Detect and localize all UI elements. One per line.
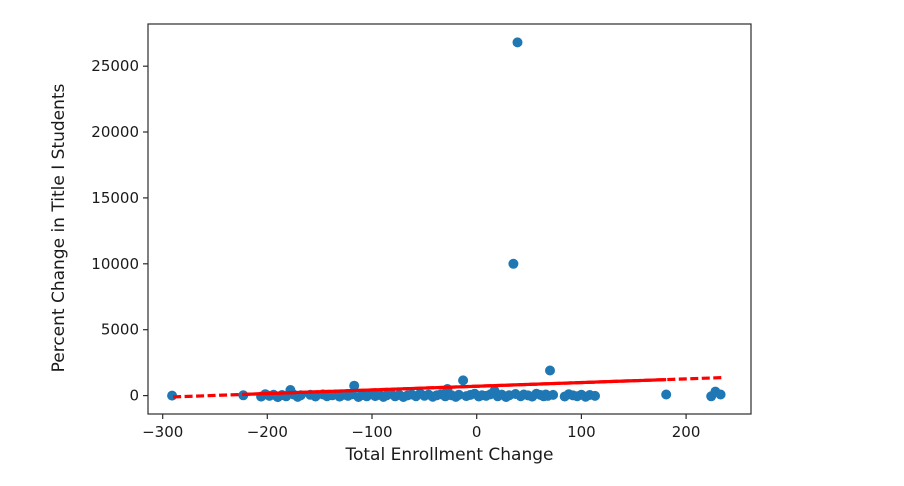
data-point	[548, 389, 559, 400]
plot-spines	[147, 23, 752, 415]
y-tick-label: 20000	[91, 123, 139, 141]
x-tick-label: −200	[247, 423, 288, 441]
x-tick-label: 200	[672, 423, 701, 441]
data-point	[349, 380, 360, 391]
data-point	[458, 375, 469, 386]
data-point	[512, 37, 523, 48]
y-axis-title: Percent Change in Title I Students	[49, 83, 69, 373]
y-tick-label: 25000	[91, 57, 139, 75]
y-tick-label: 10000	[91, 255, 139, 273]
x-axis-title: Total Enrollment Change	[345, 445, 554, 465]
y-tick-label: 15000	[91, 189, 139, 207]
data-point	[453, 389, 464, 400]
data-point	[715, 389, 726, 400]
x-tick-label: 100	[567, 423, 596, 441]
x-tick-label: −100	[351, 423, 392, 441]
data-point	[508, 258, 519, 269]
data-point	[590, 390, 600, 401]
y-tick-label: 5000	[101, 321, 139, 339]
y-tick-label: 0	[129, 387, 139, 405]
data-point	[545, 365, 555, 376]
x-tick-label: −300	[142, 423, 183, 441]
trend-line-solid	[243, 378, 667, 396]
x-tick-label: 0	[472, 423, 482, 441]
data-point	[661, 389, 672, 400]
